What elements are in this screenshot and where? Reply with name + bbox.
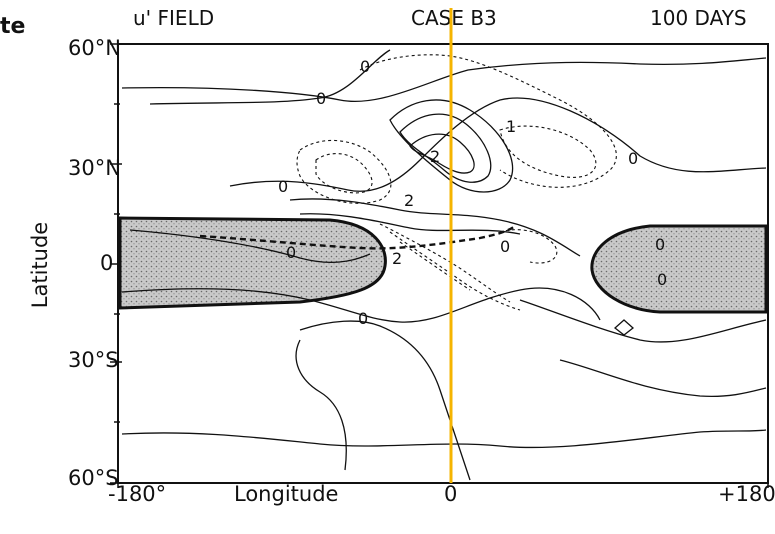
xtick-zero: 0 bbox=[444, 482, 458, 506]
ytick-60s: 60°S bbox=[68, 466, 119, 490]
contour-label: 0 bbox=[358, 309, 368, 328]
contour-label: 0 bbox=[500, 237, 510, 256]
xtick-minus180: -180° bbox=[108, 482, 167, 506]
ytick-eq: 0 bbox=[100, 251, 114, 275]
field-title: u' FIELD bbox=[133, 6, 215, 30]
x-axis-ticks bbox=[117, 478, 769, 488]
stippled-region-west bbox=[118, 216, 387, 310]
contour-label: 2 bbox=[430, 147, 440, 166]
contour-label: 1 bbox=[506, 117, 516, 136]
contour-label: 0 bbox=[286, 243, 296, 262]
contour-label: 0 bbox=[657, 270, 667, 289]
thick-dashed-contour bbox=[199, 225, 516, 250]
case-title: CASE B3 bbox=[411, 6, 497, 30]
contour-label: 0 bbox=[655, 235, 665, 254]
ytick-30n: 30°N bbox=[68, 156, 121, 180]
solid-contours bbox=[121, 49, 767, 481]
ytick-30s: 30°S bbox=[68, 348, 119, 372]
contour-label: 0 bbox=[360, 57, 370, 76]
cropped-text-fragment: te bbox=[0, 14, 26, 39]
contour-label: 2 bbox=[404, 191, 414, 210]
x-axis-label: Longitude bbox=[234, 482, 339, 506]
stippled-region-east bbox=[590, 224, 768, 314]
ytick-60n: 60°N bbox=[68, 36, 121, 60]
contour-label: 0 bbox=[316, 89, 326, 108]
contour-labels: 0 0 0 0 1 2 0 2 2 0 0 0 0 bbox=[278, 57, 667, 328]
contour-label: 2 bbox=[392, 249, 402, 268]
xtick-plus180: +180° bbox=[718, 482, 775, 506]
y-axis-ticks bbox=[110, 43, 122, 484]
days-title: 100 DAYS bbox=[650, 6, 747, 30]
contour-label: 0 bbox=[628, 149, 638, 168]
contour-label: 0 bbox=[278, 177, 288, 196]
